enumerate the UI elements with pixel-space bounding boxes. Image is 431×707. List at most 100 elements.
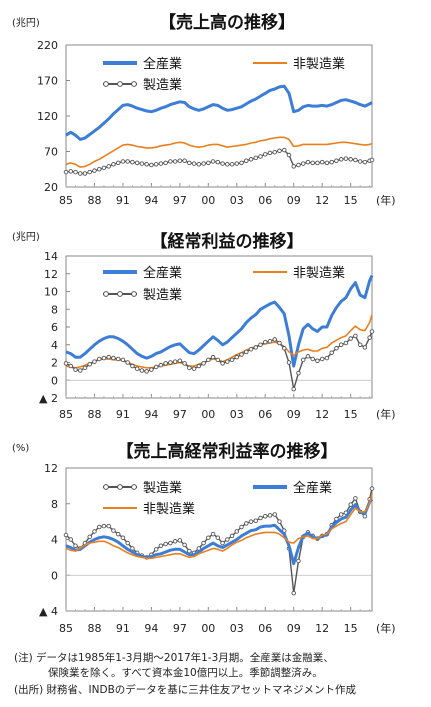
data-point [182,158,187,163]
data-point [291,386,296,392]
data-point [229,162,235,167]
data-point [281,346,287,351]
data-point [206,357,211,363]
data-point [329,350,334,355]
data-point [73,543,78,549]
legend-label: 製造業 [143,77,182,93]
data-point [115,531,121,537]
data-point [163,541,168,547]
data-point [244,158,249,163]
legend-label: 全産業 [143,56,182,72]
y-tick-label: 120 [37,110,58,123]
data-point [357,159,363,164]
data-point [134,160,140,166]
data-point [87,169,92,175]
x-unit-label: (年) [376,193,396,207]
data-point [338,342,344,348]
x-tick-label: 15 [344,408,358,421]
data-point [111,528,116,533]
data-point [144,162,149,167]
data-point [291,590,296,596]
source-line: (出所) 財務省、INDBのデータを基に三井住友アセットマネジメント作成 [14,684,357,696]
legend-label: 全産業 [293,480,332,496]
data-point [267,513,273,518]
series-line [65,493,373,560]
data-point [82,365,88,371]
data-point [191,161,197,166]
data-point [263,339,268,345]
data-point [106,354,111,360]
series-全産業 [65,84,373,141]
data-point [220,361,225,366]
chart-1: 【売上高の推移】 (兆円) 20 70 120 170 220 85 88 91 94 97 00 03 0… [12,12,396,207]
x-tick-label: 97 [173,408,187,421]
x-tick-label: 88 [87,408,101,421]
data-point [319,356,325,362]
x-tick-label: 91 [116,622,130,635]
data-point [343,340,349,346]
data-point [334,346,339,351]
data-point [149,367,154,372]
x-tick-label: 88 [87,194,101,207]
data-point [125,159,130,164]
data-point [258,342,263,348]
y-tick-label: 70 [44,146,58,159]
y-tick-label: 8 [51,303,58,316]
data-point [96,524,102,530]
x-tick-label: 97 [173,622,187,635]
data-point [182,542,187,548]
data-point [172,539,178,544]
data-point [357,342,363,348]
data-point [362,159,368,165]
legend-label: 非製造業 [293,265,345,281]
data-point [163,361,168,366]
data-point [111,162,116,167]
series-line [65,498,374,566]
legend-marker [131,484,137,490]
y-tick-label: 12 [44,462,58,475]
data-point [106,523,111,529]
legend-marker [103,291,109,297]
data-point [68,363,73,369]
y-tick-label: 8 [51,498,58,511]
data-point [101,355,107,361]
data-point [300,161,306,166]
x-tick-label: 06 [258,622,272,635]
x-tick-label: 91 [116,408,130,421]
data-point [96,356,102,362]
data-point [206,160,211,166]
data-point [87,362,92,367]
data-point [248,157,254,162]
data-point [296,370,301,376]
x-tick-label: 94 [144,622,158,635]
data-point [92,168,97,173]
x-tick-label: 12 [315,194,329,207]
data-point [244,521,249,526]
data-point [215,535,221,540]
data-point [87,534,92,540]
data-point [92,359,97,364]
data-point [215,159,221,165]
y-tick-label: 0 [51,374,58,387]
series-製造業 [63,329,375,392]
x-tick-label: 88 [87,622,101,635]
y-tick-label: 0 [51,569,58,582]
data-point [77,368,83,373]
note-line-1: (注) データは1985年1-3月期～2017年1-3月期。全産業は金融業、 [14,652,334,664]
data-point [286,360,292,365]
legend-entry: 非製造業 [253,56,345,72]
x-tick-label: 00 [201,622,215,635]
x-tick-label: 09 [287,194,301,207]
data-point [139,368,145,373]
data-point [130,159,135,165]
series-line [65,136,373,168]
data-point [77,171,83,176]
data-point [63,532,69,538]
data-point [196,162,202,167]
data-point [63,169,69,175]
data-point [225,359,230,364]
data-point [329,159,334,165]
data-point [158,362,164,368]
data-point [106,164,111,169]
legend-entry: 全産業 [103,56,182,72]
